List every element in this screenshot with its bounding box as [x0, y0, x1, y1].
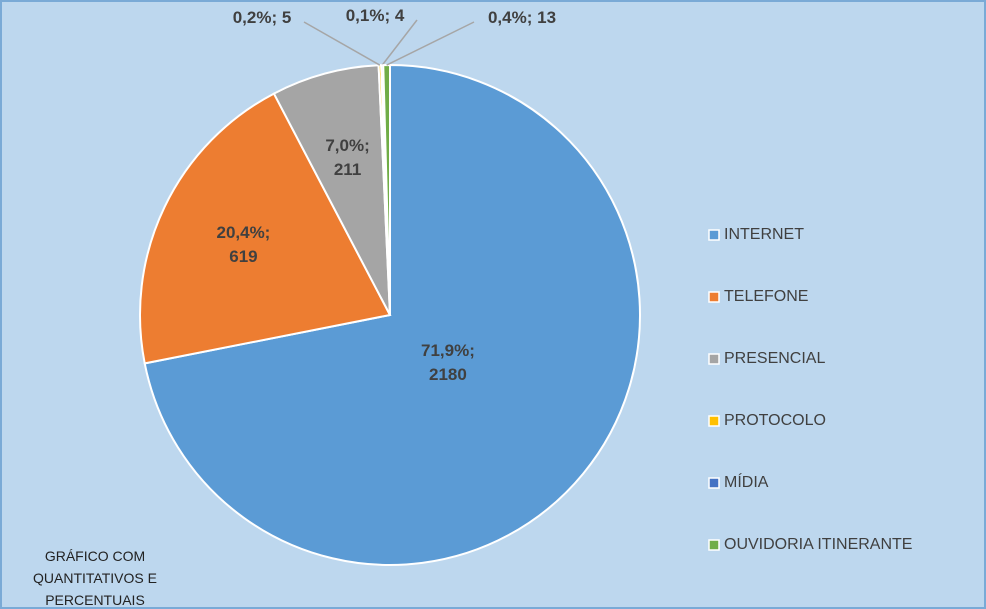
legend-swatch: [708, 415, 720, 427]
leader-line: [381, 19, 418, 66]
annotation: GRÁFICO COM QUANTITATIVOS E PERCENTUAIS: [33, 548, 157, 608]
legend-label: INTERNET: [724, 226, 804, 243]
legend-label: PROTOCOLO: [724, 412, 826, 429]
data-label: 0,4%; 13: [487, 8, 557, 27]
data-label: 20,4%; 619: [216, 222, 271, 266]
legend-label: MÍDIA: [724, 474, 769, 491]
data-label: 0,1%; 4: [345, 6, 405, 25]
pie-slice: [139, 92, 392, 365]
leader-line: [386, 21, 475, 66]
legend-swatch: [708, 229, 720, 241]
leader-line: [303, 21, 381, 66]
legend-swatch: [708, 291, 720, 303]
legend-swatch: [708, 353, 720, 365]
legend-label: PRESENCIAL: [724, 350, 826, 367]
legend-label: TELEFONE: [724, 288, 809, 305]
pie-slice: [272, 64, 391, 316]
data-label: 7,0%; 211: [325, 136, 370, 180]
pie-slice: [143, 63, 641, 566]
data-label: 71,9%; 2180: [421, 340, 475, 384]
data-label: 0,2%; 5: [232, 8, 292, 27]
legend-swatch: [708, 477, 720, 489]
legend-swatch: [708, 539, 720, 551]
legend-label: OUVIDORIA ITINERANTE: [724, 536, 913, 553]
